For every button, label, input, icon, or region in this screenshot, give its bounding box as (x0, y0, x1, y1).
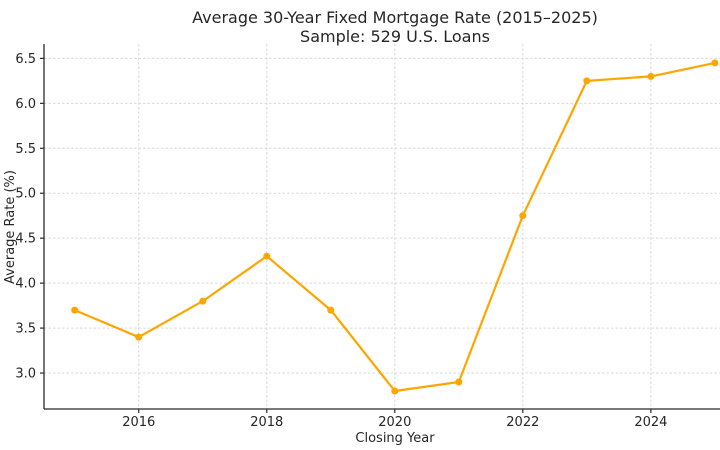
data-point-marker (199, 297, 207, 305)
y-tick-label: 6.5 (15, 52, 36, 67)
x-tick-label: 2016 (122, 415, 155, 430)
axis-spines (43, 44, 720, 410)
data-point-marker (711, 59, 719, 67)
series-layer (71, 59, 719, 395)
y-tick-label: 3.0 (15, 367, 36, 382)
data-point-marker (647, 72, 655, 80)
data-point-marker (519, 212, 527, 220)
chart-subtitle: Sample: 529 U.S. Loans (300, 27, 490, 46)
x-tick-label: 2018 (250, 415, 283, 430)
y-tick-label: 6.0 (15, 97, 36, 112)
data-point-marker (583, 77, 591, 85)
y-tick-label: 5.5 (15, 142, 36, 157)
x-axis-label: Closing Year (355, 431, 435, 446)
y-tick-label: 4.0 (15, 277, 36, 292)
data-point-marker (327, 306, 335, 314)
data-point-marker (263, 252, 271, 260)
grid-layer (44, 44, 720, 409)
x-tick-label: 2024 (634, 415, 667, 430)
y-tick-label: 5.0 (15, 187, 36, 202)
x-tick-label: 2022 (506, 415, 539, 430)
y-axis-label: Average Rate (%) (3, 170, 18, 284)
data-point-marker (71, 306, 79, 314)
data-point-marker (135, 333, 143, 341)
y-tick-label: 3.5 (15, 322, 36, 337)
chart-title: Average 30-Year Fixed Mortgage Rate (201… (192, 8, 598, 27)
axis-ticks: 3.0 3.5 4.0 4.5 5.0 5.5 6.0 6.5 2016 2018 2020 2022… (15, 52, 667, 430)
data-point-marker (455, 378, 463, 386)
x-tick-label: 2020 (378, 415, 411, 430)
data-point-marker (391, 387, 399, 395)
y-tick-label: 4.5 (15, 232, 36, 247)
